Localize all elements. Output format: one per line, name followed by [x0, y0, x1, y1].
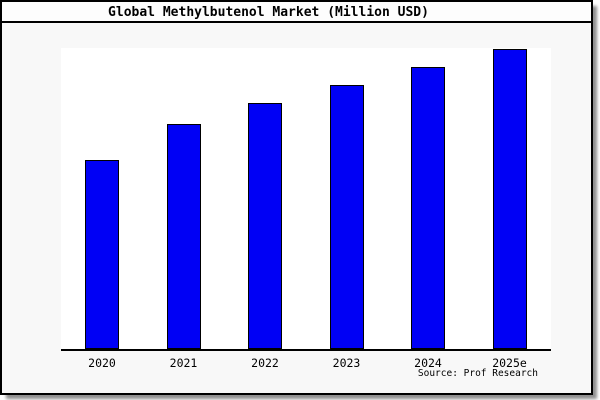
bar-2023	[329, 85, 364, 349]
x-axis-labels: 2020 2021 2022 2023 2024 2025e	[2, 357, 591, 371]
bar-2022	[248, 103, 282, 349]
x-tick-label-2024: 2024	[414, 356, 442, 370]
bar-2025e	[492, 49, 527, 349]
x-tick-label-2023: 2023	[332, 356, 361, 370]
chart-panel: Global Methylbutenol Market (Million USD…	[0, 0, 593, 395]
x-tick-label-2021: 2021	[169, 356, 198, 370]
title-bar: Global Methylbutenol Market (Million USD…	[2, 2, 591, 23]
x-tick-label-2025e: 2025e	[492, 356, 527, 370]
chart-title: Global Methylbutenol Market (Million USD…	[108, 4, 429, 20]
bar-2021	[166, 124, 201, 349]
source-credit: Source: Prof Research	[417, 368, 538, 379]
bar-2020	[85, 160, 119, 349]
x-tick-label-2020: 2020	[88, 356, 116, 370]
bar-2024	[411, 67, 445, 349]
x-tick-label-2022: 2022	[251, 356, 279, 370]
plot-area	[61, 48, 551, 351]
